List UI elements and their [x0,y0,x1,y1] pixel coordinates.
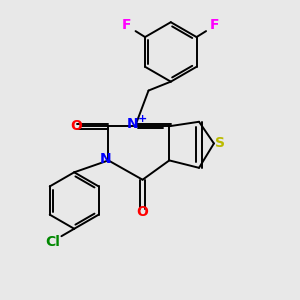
Text: F: F [122,18,131,32]
Text: O: O [70,119,82,133]
Text: Cl: Cl [45,235,60,249]
Text: F: F [210,18,220,32]
Text: +: + [138,114,147,124]
Text: N: N [100,152,112,166]
Text: S: S [215,136,225,151]
Text: O: O [136,205,148,219]
Text: N: N [127,117,139,131]
